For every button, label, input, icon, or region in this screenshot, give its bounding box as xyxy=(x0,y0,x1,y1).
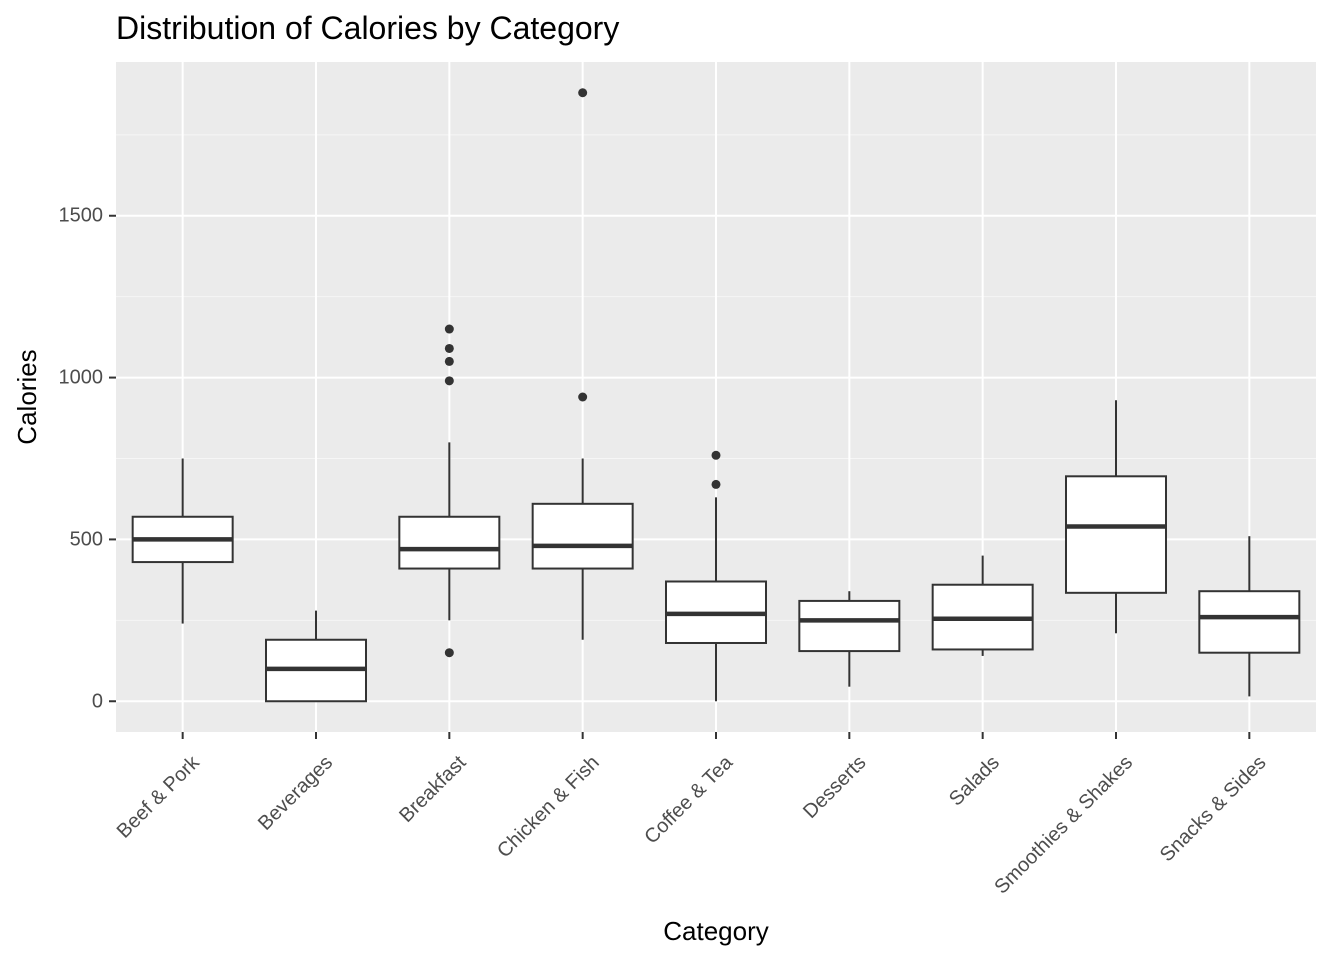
iqr-box xyxy=(531,502,634,570)
iqr-box xyxy=(398,515,501,570)
box-desserts xyxy=(798,591,901,687)
x-tick-label: Snacks & Sides xyxy=(1156,752,1271,867)
x-tick-label: Breakfast xyxy=(395,751,471,827)
x-axis-title: Category xyxy=(663,916,769,946)
outlier-point xyxy=(444,324,454,334)
iqr-box xyxy=(798,599,901,653)
x-tick-label: Smoothies & Shakes xyxy=(990,752,1137,899)
x-tick-label: Beef & Pork xyxy=(113,751,205,843)
y-tick-label: 0 xyxy=(92,690,103,712)
outlier-point xyxy=(711,479,721,489)
x-tick-label: Beverages xyxy=(254,752,337,835)
outlier-point xyxy=(444,648,454,658)
outlier-point xyxy=(711,450,721,460)
outlier-point xyxy=(578,88,588,98)
y-axis-title: Calories xyxy=(12,349,42,444)
y-axis-ticks: 0 500 1000 1500 xyxy=(59,205,116,712)
x-tick-label: Salads xyxy=(945,752,1004,811)
box-salads xyxy=(931,555,1034,656)
outlier-point xyxy=(444,343,454,353)
x-tick-label: Chicken & Fish xyxy=(493,752,604,863)
box-beef-pork xyxy=(131,458,234,624)
box-chicken-fish xyxy=(531,88,634,640)
y-tick-label: 1000 xyxy=(59,367,104,389)
box-coffee-tea xyxy=(665,450,767,702)
iqr-box xyxy=(1198,590,1301,654)
outlier-point xyxy=(444,356,454,366)
y-tick-label: 1500 xyxy=(59,205,104,227)
outlier-point xyxy=(578,392,588,402)
box-breakfast xyxy=(398,324,501,658)
x-axis-ticks: Beef & Pork Beverages Breakfast Chicken & F… xyxy=(113,732,1271,899)
iqr-box xyxy=(1065,475,1167,594)
box-snacks-sides xyxy=(1198,536,1301,697)
chart-title: Distribution of Calories by Category xyxy=(116,10,620,46)
box-smoothies-shakes xyxy=(1065,400,1167,634)
boxes-layer xyxy=(131,88,1301,703)
x-tick-label: Desserts xyxy=(799,752,870,823)
y-tick-label: 500 xyxy=(70,528,103,550)
outlier-point xyxy=(444,376,454,386)
x-tick-label: Coffee & Tea xyxy=(640,751,737,848)
box-beverages xyxy=(265,610,367,703)
